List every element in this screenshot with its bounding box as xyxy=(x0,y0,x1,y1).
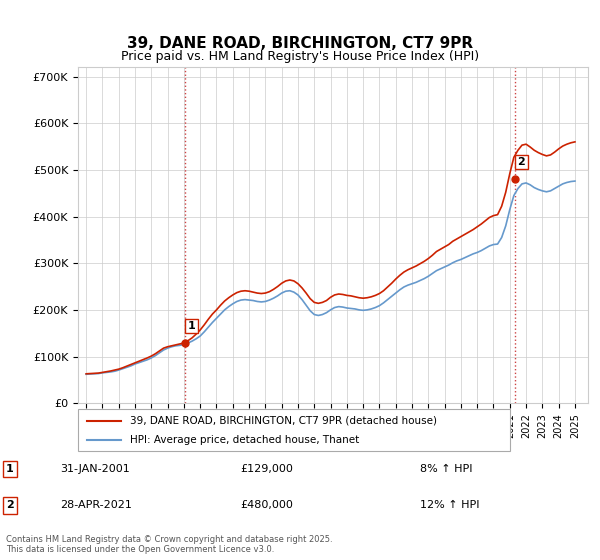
Text: 2: 2 xyxy=(518,157,526,167)
Text: 28-APR-2021: 28-APR-2021 xyxy=(60,501,132,510)
Text: 1: 1 xyxy=(6,464,14,474)
Text: 2: 2 xyxy=(6,501,14,510)
Text: Price paid vs. HM Land Registry's House Price Index (HPI): Price paid vs. HM Land Registry's House … xyxy=(121,50,479,63)
Text: 39, DANE ROAD, BIRCHINGTON, CT7 9PR: 39, DANE ROAD, BIRCHINGTON, CT7 9PR xyxy=(127,36,473,52)
Text: 12% ↑ HPI: 12% ↑ HPI xyxy=(420,501,479,510)
Text: 39, DANE ROAD, BIRCHINGTON, CT7 9PR (detached house): 39, DANE ROAD, BIRCHINGTON, CT7 9PR (det… xyxy=(130,416,437,426)
Text: 8% ↑ HPI: 8% ↑ HPI xyxy=(420,464,473,474)
Text: £129,000: £129,000 xyxy=(240,464,293,474)
Text: 31-JAN-2001: 31-JAN-2001 xyxy=(60,464,130,474)
Text: Contains HM Land Registry data © Crown copyright and database right 2025.
This d: Contains HM Land Registry data © Crown c… xyxy=(6,535,332,554)
Text: HPI: Average price, detached house, Thanet: HPI: Average price, detached house, Than… xyxy=(130,435,359,445)
Text: 1: 1 xyxy=(188,321,196,331)
Text: £480,000: £480,000 xyxy=(240,501,293,510)
FancyBboxPatch shape xyxy=(78,409,510,451)
